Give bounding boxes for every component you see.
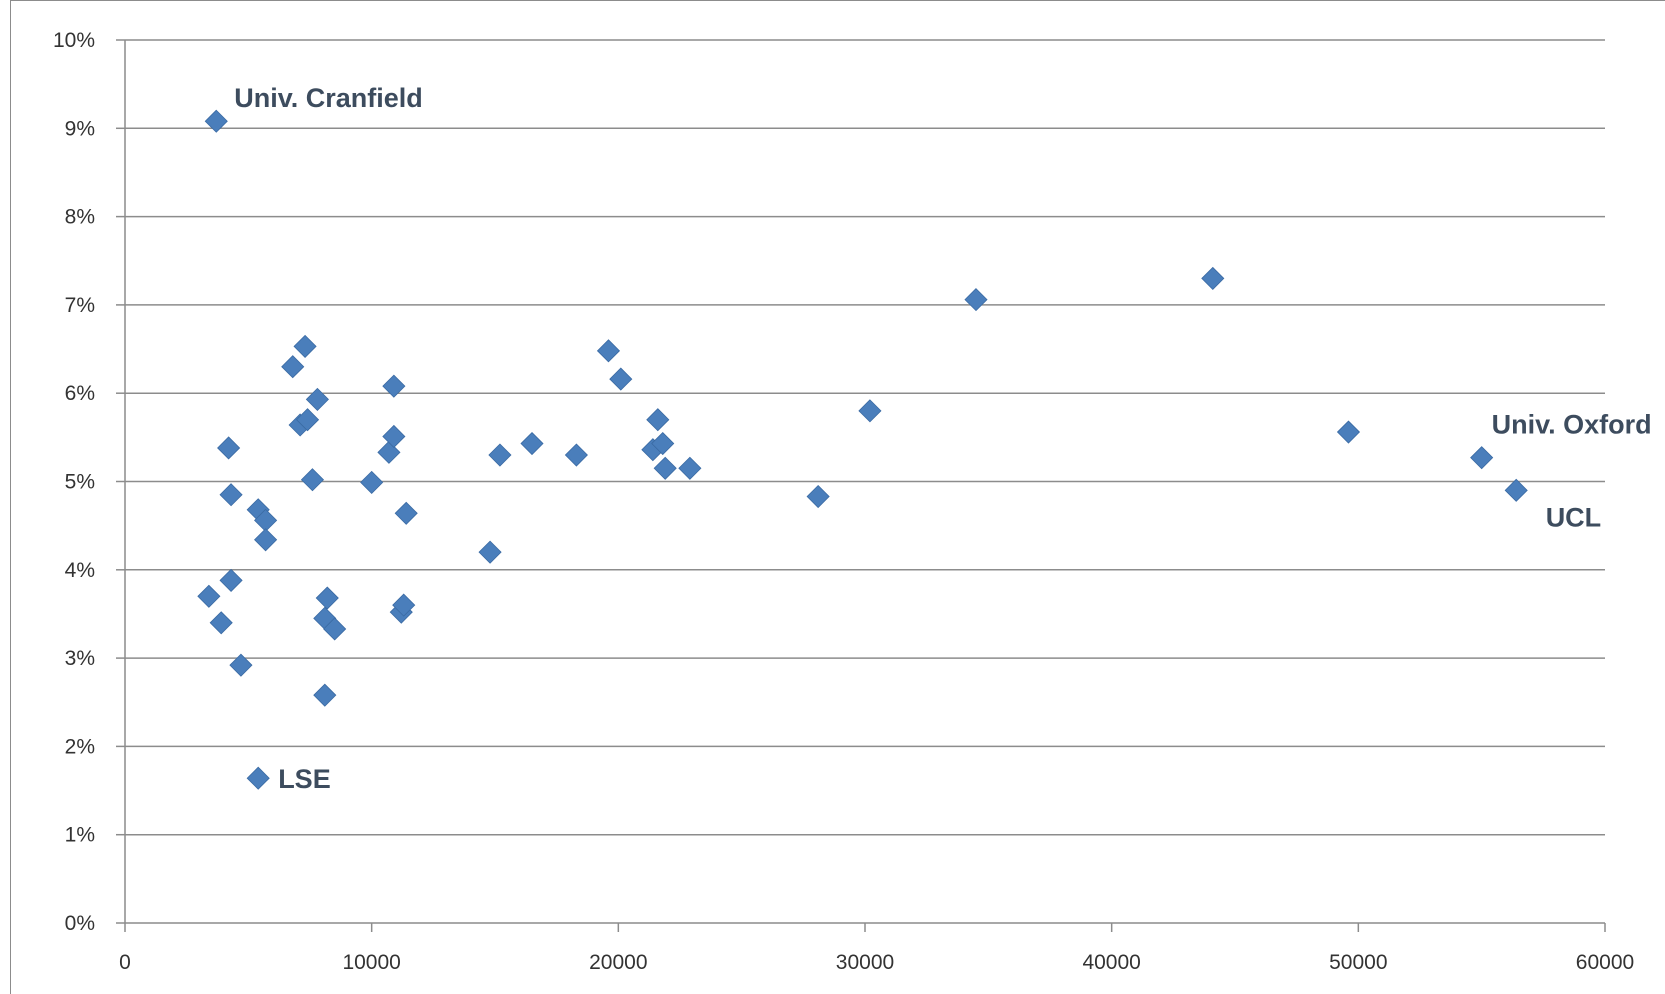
data-point — [478, 540, 502, 564]
data-point — [1470, 446, 1494, 470]
data-point — [219, 568, 243, 592]
annotations: Univ. Cranfield LSE Univ. Oxford UCL — [234, 83, 1651, 794]
data-point — [382, 424, 406, 449]
data-point — [1201, 266, 1225, 290]
data-point — [197, 584, 221, 608]
x-tick-label: 50000 — [1329, 951, 1387, 974]
data-point — [217, 436, 241, 460]
point-annotation: Univ. Cranfield — [234, 83, 423, 113]
y-tick-label: 4% — [65, 559, 95, 582]
data-point — [1504, 478, 1528, 502]
x-tick-label: 20000 — [589, 951, 647, 974]
data-point — [254, 528, 278, 552]
y-tick-label: 9% — [65, 117, 95, 140]
data-point — [596, 339, 621, 363]
data-point — [382, 374, 406, 398]
y-tick-label: 5% — [65, 471, 95, 494]
data-point — [678, 456, 702, 480]
x-tick-label: 0 — [119, 951, 131, 974]
data-point — [300, 468, 325, 492]
data-point — [295, 408, 320, 432]
y-tick-label: 2% — [65, 735, 95, 758]
data-point — [229, 653, 253, 677]
x-tick-label: 30000 — [836, 951, 894, 974]
data-point — [651, 431, 675, 456]
data-point — [281, 355, 305, 379]
axes — [116, 39, 1606, 932]
data-point — [315, 586, 339, 610]
data-point — [305, 387, 329, 411]
y-tick-label: 1% — [65, 824, 95, 847]
data-point — [564, 443, 588, 467]
point-annotation: Univ. Oxford — [1492, 410, 1652, 440]
y-tick-label: 10% — [53, 29, 95, 52]
y-tick-label: 7% — [65, 294, 95, 317]
y-tick-label: 8% — [65, 206, 95, 229]
y-tick-label: 6% — [65, 382, 95, 405]
data-point — [209, 611, 233, 635]
data-point — [964, 288, 988, 312]
data-point — [360, 470, 384, 494]
data-point — [858, 399, 882, 423]
data-point — [646, 408, 670, 432]
data-point — [293, 334, 317, 358]
data-point — [219, 483, 243, 507]
x-tick-label: 40000 — [1082, 951, 1140, 974]
data-point — [609, 367, 633, 391]
data-points — [197, 109, 1528, 790]
x-tick-label: 60000 — [1576, 951, 1634, 974]
y-tick-label: 0% — [65, 912, 95, 935]
data-point — [1336, 420, 1361, 444]
data-point — [488, 443, 512, 467]
chart-frame — [10, 0, 1665, 994]
data-point — [323, 617, 347, 641]
data-point — [520, 431, 544, 456]
data-point — [313, 683, 337, 707]
x-tick-label: 10000 — [342, 951, 400, 974]
data-point — [806, 484, 830, 509]
point-annotation: UCL — [1546, 502, 1602, 532]
gridlines — [125, 39, 1605, 836]
data-point — [392, 593, 416, 617]
point-annotation: LSE — [278, 764, 331, 794]
data-point — [204, 109, 228, 133]
y-tick-label: 3% — [65, 647, 95, 670]
tick-labels: 0% 1% 2% 3% 4% 5% 6% 7% 8% 9% 10% 0 10000 20000 30000 4… — [53, 29, 1634, 974]
data-point — [246, 766, 270, 790]
data-point — [394, 501, 418, 525]
data-point — [653, 456, 677, 480]
